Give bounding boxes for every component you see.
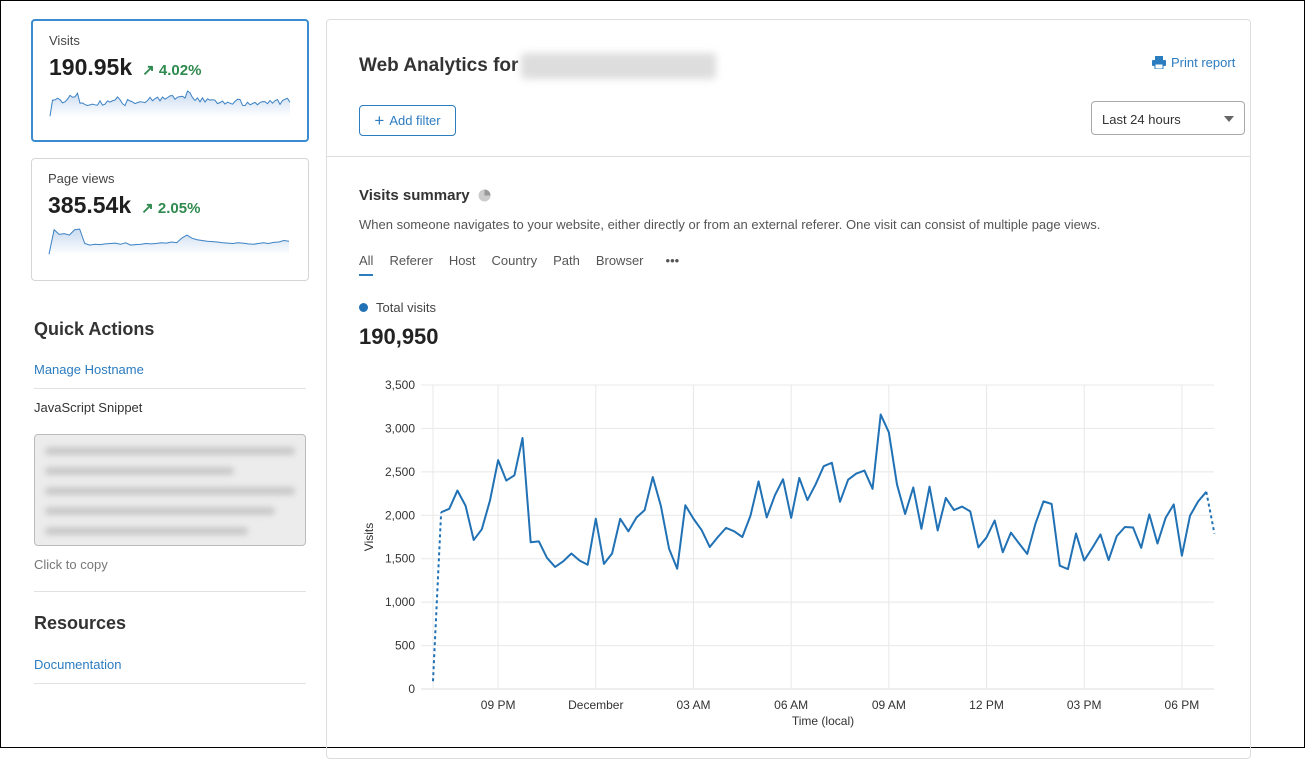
tab-country[interactable]: Country [491, 253, 538, 268]
printer-icon [1152, 56, 1166, 69]
visits-value: 190.95k [49, 54, 133, 80]
quick-actions-heading: Quick Actions [34, 319, 155, 339]
page-views-value: 385.54k [48, 192, 132, 218]
manage-hostname-link[interactable]: Manage Hostname [34, 362, 144, 377]
tab-browser[interactable]: Browser [595, 253, 644, 268]
x-tick-label: 09 PM [481, 698, 516, 712]
add-filter-label: Add filter [389, 113, 441, 128]
y-tick-label: 0 [408, 682, 415, 696]
x-tick-label: 03 PM [1067, 698, 1102, 712]
visits-card[interactable]: Visits 190.95k ↗ 4.02% [31, 19, 309, 142]
page-views-label: Page views [48, 171, 115, 186]
sparkline-area [49, 229, 289, 255]
divider [34, 683, 306, 684]
series-dot [359, 303, 368, 312]
visits-change: 4.02% [158, 62, 202, 79]
y-axis-label: Visits [362, 523, 376, 551]
tab-path[interactable]: Path [553, 253, 580, 268]
x-axis-label: Time (local) [792, 714, 854, 728]
y-tick-label: 1,500 [385, 552, 415, 566]
sparkline-area [50, 91, 290, 117]
time-range-value: Last 24 hours [1102, 112, 1181, 127]
summary-description: When someone navigates to your website, … [359, 217, 1101, 232]
x-tick-label: 06 AM [774, 698, 808, 712]
summary-tabs: All Referer Host Country Path Browser ••… [359, 253, 679, 276]
time-range-select[interactable]: Last 24 hours [1091, 101, 1245, 135]
y-tick-label: 2,500 [385, 465, 415, 479]
x-tick-label: 03 AM [676, 698, 710, 712]
print-report-link[interactable]: Print report [1152, 55, 1235, 70]
x-tick-label: 12 PM [969, 698, 1004, 712]
series-line-total-visits [440, 413, 1208, 571]
plus-icon: + [374, 110, 385, 130]
legend-label: Total visits [376, 300, 436, 315]
divider [34, 591, 306, 592]
total-visits-value: 190,950 [359, 324, 439, 349]
series-line-dashed-end [1205, 491, 1216, 534]
documentation-link[interactable]: Documentation [34, 657, 122, 672]
series-line-dashed-start [432, 512, 443, 682]
print-report-label: Print report [1171, 55, 1236, 70]
sparkline-line [49, 90, 291, 117]
page-title: Web Analytics for [359, 55, 519, 76]
x-tick-label: 09 AM [872, 698, 906, 712]
header-divider [327, 156, 1250, 157]
y-tick-label: 3,000 [385, 421, 415, 435]
tab-referer[interactable]: Referer [389, 253, 433, 268]
divider [34, 388, 306, 389]
page-views-sparkline [48, 228, 290, 255]
arrow-up-right-icon: ↗ [141, 200, 154, 217]
arrow-up-right-icon: ↗ [142, 62, 155, 79]
x-tick-label: December [568, 698, 623, 712]
visits-label: Visits [49, 33, 80, 48]
sparkline-line [48, 228, 290, 255]
summary-title: Visits summary [359, 187, 470, 204]
redacted-hostname [521, 53, 716, 79]
js-snippet-box[interactable] [34, 434, 306, 546]
tab-host[interactable]: Host [448, 253, 476, 268]
y-tick-label: 500 [395, 639, 415, 653]
js-snippet-label: JavaScript Snippet [34, 400, 143, 415]
y-tick-label: 1,000 [385, 595, 415, 609]
pie-chart-icon[interactable] [478, 189, 491, 202]
page-views-card[interactable]: Page views 385.54k ↗ 2.05% [31, 158, 309, 281]
add-filter-button[interactable]: + Add filter [359, 105, 456, 136]
resources-heading: Resources [34, 613, 127, 633]
more-tabs-icon[interactable]: ••• [665, 253, 680, 268]
tab-all[interactable]: All [359, 253, 374, 276]
page-views-change: 2.05% [157, 200, 201, 217]
click-to-copy-hint: Click to copy [34, 557, 108, 572]
caret-down-icon [1224, 116, 1234, 122]
y-tick-label: 2,000 [385, 508, 415, 522]
visits-sparkline [49, 90, 291, 117]
x-tick-label: 06 PM [1165, 698, 1200, 712]
y-tick-label: 3,500 [385, 378, 415, 392]
legend-total-visits[interactable]: Total visits [359, 300, 436, 315]
